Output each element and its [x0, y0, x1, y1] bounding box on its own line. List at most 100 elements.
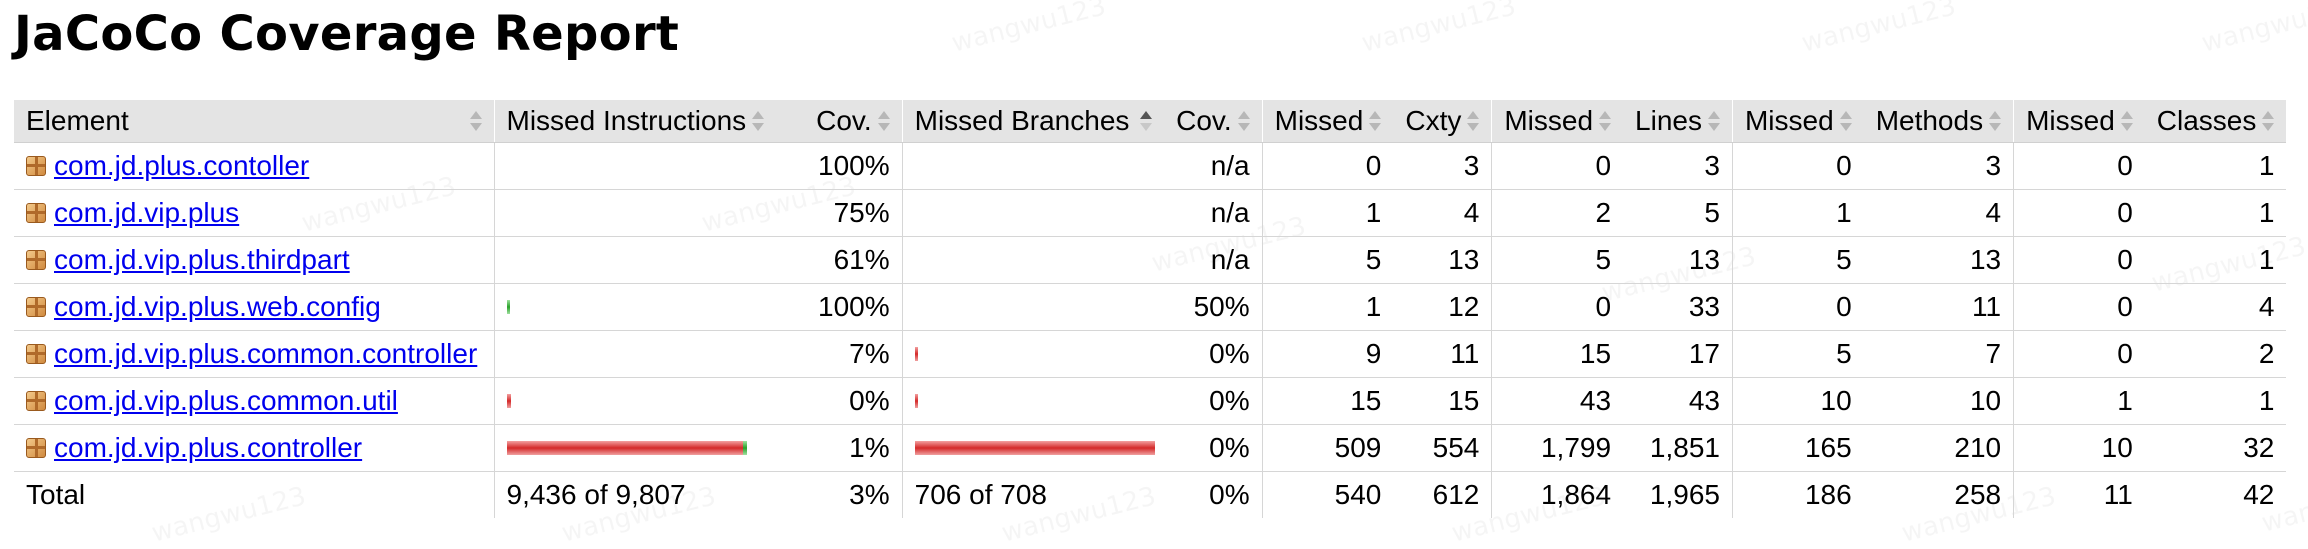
package-link[interactable]: com.jd.vip.plus.thirdpart: [54, 243, 350, 275]
column-label: Classes: [2156, 104, 2257, 136]
sort-icon: [750, 110, 765, 132]
missed-branches-cell: [901, 236, 1165, 284]
missed-cxty: 0: [1261, 142, 1394, 190]
element-cell-content: com.jd.plus.contoller: [26, 150, 482, 182]
column-header-missed-lines[interactable]: Missed: [1491, 100, 1624, 143]
missed-branches-cell: [901, 142, 1165, 190]
watermark-text: wangwu123: [1359, 0, 1519, 59]
column-label: Missed Branches: [914, 104, 1130, 136]
instructions-coverage: 1%: [776, 424, 903, 472]
column-header-cxty[interactable]: Cxty: [1393, 100, 1492, 143]
column-label: Missed Instructions: [506, 104, 747, 136]
package-icon: [26, 437, 46, 458]
lines: 13: [1623, 236, 1733, 284]
total-label: Total: [26, 478, 86, 510]
total-row: Total 9,436 of 9,807 3% 706 of 708 0% 54…: [14, 471, 2286, 518]
missed-cxty: 15: [1261, 377, 1394, 425]
missed-classes: 1: [2013, 377, 2145, 425]
missed-cxty: 5: [1261, 236, 1394, 284]
package-icon: [26, 343, 46, 364]
column-label: Missed: [1274, 104, 1364, 136]
sort-icon: [2260, 110, 2275, 132]
branches-coverage: n/a: [1164, 236, 1263, 284]
lines: 43: [1623, 377, 1733, 425]
column-header-lines[interactable]: Lines: [1623, 100, 1733, 143]
package-link[interactable]: com.jd.vip.plus.web.config: [54, 290, 381, 322]
column-header-element[interactable]: Element: [14, 100, 494, 143]
instructions-coverage: 100%: [776, 142, 903, 190]
methods: 210: [1863, 424, 2014, 472]
element-cell: com.jd.vip.plus.web.config: [14, 283, 494, 331]
column-header-missed-instructions[interactable]: Missed Instructions: [493, 100, 777, 143]
column-label: Methods: [1875, 104, 1984, 136]
column-header-missed-cxty[interactable]: Missed: [1261, 100, 1394, 143]
element-cell: com.jd.vip.plus.thirdpart: [14, 236, 494, 284]
column-label: Cov.: [816, 104, 872, 136]
package-link[interactable]: com.jd.vip.plus.controller: [54, 431, 363, 463]
column-header-missed-branches[interactable]: Missed Branches: [901, 100, 1165, 143]
column-header-missed-methods[interactable]: Missed: [1731, 100, 1864, 143]
package-link[interactable]: com.jd.vip.plus.common.util: [54, 384, 398, 416]
branches-bar: [915, 159, 1153, 173]
missed-branches-cell: [901, 189, 1165, 237]
missed-classes: 10: [2013, 424, 2145, 472]
package-icon: [26, 296, 46, 317]
total-missed-lines: 1,864: [1491, 471, 1624, 518]
element-cell-content: com.jd.vip.plus.thirdpart: [26, 244, 482, 276]
sort-icon: [1597, 110, 1612, 132]
instructions-coverage: 7%: [776, 330, 903, 378]
column-header-classes[interactable]: Classes: [2144, 100, 2287, 143]
instructions-bar: [506, 440, 765, 455]
branches-coverage: n/a: [1164, 189, 1263, 237]
column-header-missed-classes[interactable]: Missed: [2013, 100, 2145, 143]
table-row: com.jd.vip.plus.common.util 0% 0% 15 15 43 43 1…: [14, 377, 2287, 425]
column-label: Missed: [1744, 104, 1834, 136]
missed-cxty: 509: [1261, 424, 1394, 472]
missed-lines: 15: [1491, 330, 1624, 378]
column-label: Missed: [2026, 104, 2115, 136]
sort-icon: [1367, 110, 1382, 132]
instructions-coverage: 100%: [776, 283, 903, 331]
missed-lines: 43: [1491, 377, 1624, 425]
classes: 1: [2144, 142, 2287, 190]
methods: 11: [1863, 283, 2014, 331]
package-icon: [26, 249, 46, 270]
coverage-table: Element Missed Instructions Cov. Missed …: [14, 100, 2287, 518]
element-cell: com.jd.vip.plus: [14, 189, 494, 237]
total-missed-cxty: 540: [1261, 471, 1394, 518]
missed-classes: 0: [2013, 189, 2145, 237]
total-cxty: 612: [1432, 478, 1480, 510]
sort-icon: [1838, 110, 1852, 132]
table-row: com.jd.vip.plus.common.controller 7% 0% 9 11…: [14, 330, 2287, 378]
column-label: Lines: [1635, 104, 1702, 136]
column-label: Missed: [1504, 104, 1594, 136]
missed-methods: 10: [1731, 377, 1864, 425]
instructions-bar: [507, 253, 765, 267]
total-instructions-coverage: 3%: [849, 478, 890, 510]
package-link[interactable]: com.jd.plus.contoller: [54, 149, 310, 181]
total-lines: 1,965: [1649, 478, 1720, 510]
package-link[interactable]: com.jd.vip.plus: [54, 196, 240, 228]
missed-branches-cell: [901, 330, 1165, 378]
methods: 4: [1863, 189, 2014, 237]
missed-branches-cell: [901, 283, 1165, 331]
missed-methods: 165: [1731, 424, 1864, 472]
element-cell-content: com.jd.vip.plus.controller: [26, 432, 482, 464]
missed-methods: 5: [1731, 236, 1864, 284]
missed-methods: 5: [1731, 330, 1864, 378]
element-cell-content: com.jd.vip.plus: [26, 197, 482, 229]
branches-bar: [914, 393, 1153, 408]
cxty: 3: [1393, 142, 1492, 190]
sort-icon: [468, 110, 482, 132]
package-link[interactable]: com.jd.vip.plus.common.controller: [54, 337, 478, 369]
missed-classes: 0: [2013, 283, 2145, 331]
lines: 17: [1623, 330, 1733, 378]
column-header-instructions-coverage[interactable]: Cov.: [776, 100, 903, 143]
page-title: JaCoCo Coverage Report: [14, 6, 680, 62]
missed-branches-cell: [901, 424, 1165, 472]
column-header-methods[interactable]: Methods: [1863, 100, 2014, 143]
column-header-branches-coverage[interactable]: Cov.: [1164, 100, 1263, 143]
instructions-bar: [507, 347, 765, 361]
table-row: com.jd.vip.plus.thirdpart 61% n/a 5 13 5 13 5 13…: [14, 236, 2287, 284]
lines: 1,851: [1623, 424, 1733, 472]
